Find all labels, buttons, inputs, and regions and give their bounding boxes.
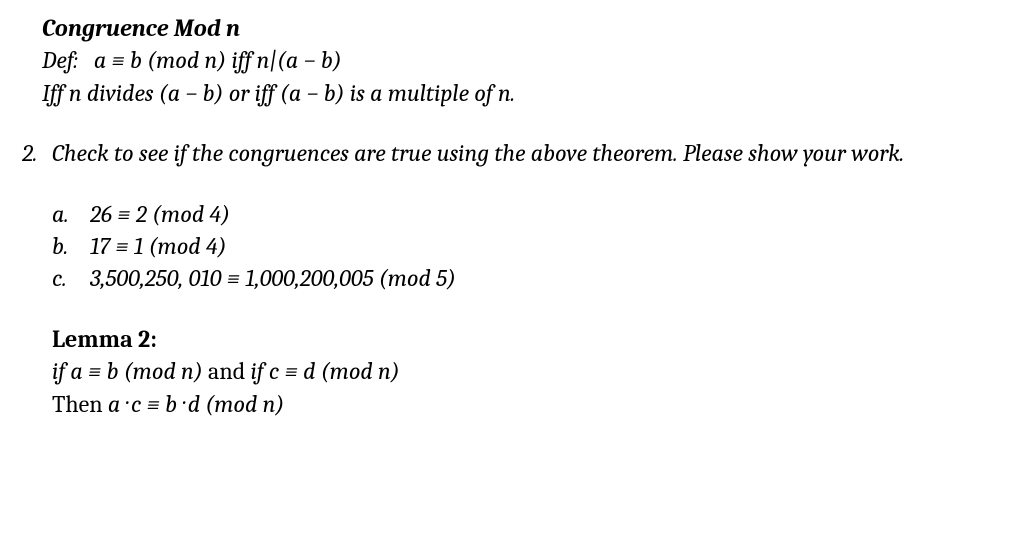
sub-content: 26 ≡ 2 (mod 4) <box>90 198 996 230</box>
lemma-if2: if <box>250 357 268 385</box>
lemma-condition: if a ≡ b (mod n) and if c ≡ d (mod n) <box>52 355 996 387</box>
sub-item-a: a. 26 ≡ 2 (mod 4) <box>52 198 996 230</box>
iff-line: Iff n divides (a − b) or iff (a − b) is … <box>42 77 996 109</box>
lemma-result: a · c ≡ b · d (mod n) <box>108 390 284 418</box>
lemma-then: Then <box>52 390 108 418</box>
question-text: Check to see if the congruences are true… <box>52 137 996 169</box>
lemma-cond1: a ≡ b (mod n) <box>70 357 202 385</box>
sub-letter: c. <box>52 262 90 294</box>
sub-item-b: b. 17 ≡ 1 (mod 4) <box>52 230 996 262</box>
definition-line: Def: a ≡ b (mod n) iff n|(a − b) <box>42 44 996 76</box>
section-title: Congruence Mod n <box>42 12 996 44</box>
def-math: a ≡ b (mod n) iff n|(a − b) <box>94 46 342 74</box>
sub-letter: b. <box>52 230 90 262</box>
lemma-result-line: Then a · c ≡ b · d (mod n) <box>52 388 996 420</box>
lemma-block: Lemma 2: if a ≡ b (mod n) and if c ≡ d (… <box>52 323 996 420</box>
question-row: 2. Check to see if the congruences are t… <box>22 137 996 169</box>
sub-list: a. 26 ≡ 2 (mod 4) b. 17 ≡ 1 (mod 4) c. 3… <box>52 198 996 295</box>
lemma-title: Lemma 2: <box>52 323 996 355</box>
question-number: 2. <box>22 137 52 169</box>
sub-item-c: c. 3,500,250, 010 ≡ 1,000,200,005 (mod 5… <box>52 262 996 294</box>
lemma-and: and <box>203 357 251 385</box>
lemma-if1: if <box>52 357 70 385</box>
lemma-cond2: c ≡ d (mod n) <box>269 357 400 385</box>
sub-content: 3,500,250, 010 ≡ 1,000,200,005 (mod 5) <box>90 262 996 294</box>
sub-letter: a. <box>52 198 90 230</box>
sub-content: 17 ≡ 1 (mod 4) <box>90 230 996 262</box>
def-label: Def: <box>42 46 78 74</box>
